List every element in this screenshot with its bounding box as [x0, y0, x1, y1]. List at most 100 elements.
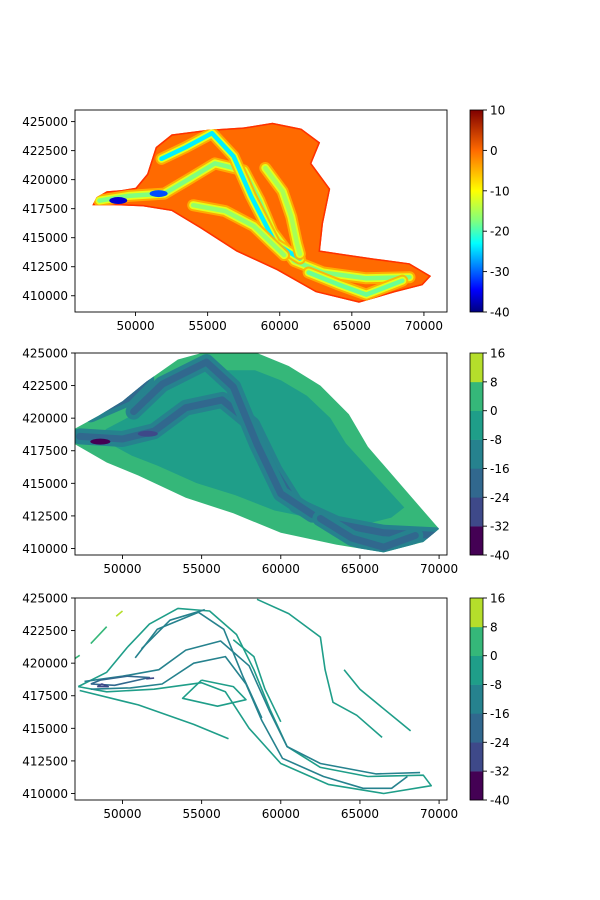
x-tick-label: 55000: [183, 807, 221, 821]
x-tick-label: 50000: [103, 807, 141, 821]
colorbar-tick-label: -32: [490, 765, 510, 779]
x-tick-label: 65000: [333, 319, 371, 333]
colorbar-tick-label: 0: [490, 649, 498, 663]
y-tick-label: 412500: [22, 509, 68, 523]
y-tick-label: 422500: [22, 624, 68, 638]
colorbar: -40 -30 -20 -10 0 10: [469, 104, 510, 320]
y-tick-label: 410000: [22, 289, 68, 303]
colorbar-band: [470, 353, 483, 383]
y-tick-label: 422500: [22, 144, 68, 158]
deep-spot-0: [109, 197, 128, 205]
axes-frame: [74, 109, 448, 313]
colorbar-tick-label: -16: [490, 462, 510, 476]
contour-line-3: [232, 639, 282, 723]
colorbar-tick-label: -24: [490, 491, 510, 505]
colorbar-band: [470, 497, 483, 527]
colorbar-tick-label: -40: [490, 549, 510, 563]
contour-line-1: [256, 598, 383, 739]
y-tick-label: 415000: [22, 477, 68, 491]
colorbar-tick-label: 8: [490, 620, 498, 634]
contour-line-4: [343, 669, 412, 732]
colorbar-tick-label: -32: [490, 520, 510, 534]
colorbar-tick-label: 8: [490, 375, 498, 389]
y-tick-label: 420000: [22, 412, 68, 426]
x-tick-label: 55000: [189, 319, 227, 333]
x-tick-label: 55000: [183, 562, 221, 576]
colorbar-band: [470, 526, 483, 556]
colorbar-band: [470, 468, 483, 498]
y-tick-label: 412500: [22, 260, 68, 274]
y-tick-label: 420000: [22, 173, 68, 187]
x-tick-label: 60000: [261, 319, 299, 333]
plot-area: [75, 598, 433, 795]
y-tick-label: 425000: [22, 592, 68, 606]
panel-1: 50000 55000 60000 65000 70000 410000 412500 415…: [22, 104, 509, 334]
axes-frame: [74, 597, 448, 801]
contour-line-12: [146, 677, 155, 680]
colorbar-tick-label: 16: [490, 592, 505, 606]
y-tick-label: 415000: [22, 231, 68, 245]
channel-4: [306, 270, 405, 297]
contour-line-11: [96, 683, 109, 688]
colorbar-band: [470, 626, 483, 657]
colorbar-band: [470, 381, 483, 412]
contour-line-2: [79, 689, 229, 740]
panel-2: 50000 55000 60000 65000 70000 410000 412500 415…: [22, 347, 509, 577]
contour-line-10: [90, 675, 151, 687]
x-tick-label: 60000: [262, 562, 300, 576]
y-tick-label: 425000: [22, 115, 68, 129]
x-tick-label: 50000: [103, 562, 141, 576]
contour-line-15: [115, 610, 124, 617]
channel-3: [263, 165, 303, 257]
colorbar: -40 -32 -24 -16 -8 0 8 16: [469, 592, 510, 808]
contour-line-5: [181, 679, 247, 708]
filled-contour-interior: [75, 354, 440, 553]
x-tick-label: 70000: [420, 562, 458, 576]
colorbar-tick-label: 16: [490, 347, 505, 361]
colorbar-tick-label: 0: [490, 144, 498, 158]
colorbar-tick-label: -16: [490, 707, 510, 721]
colorbar-tick-label: 10: [490, 104, 505, 118]
colorbar-tick-label: -8: [490, 433, 502, 447]
contour-line-0: [77, 607, 433, 795]
colorbar: -40 -32 -24 -16 -8 0 8 16: [469, 347, 510, 563]
colorbar-frame: [469, 352, 484, 556]
colorbar-gradient: [470, 110, 483, 312]
x-tick-label: 70000: [420, 807, 458, 821]
contour-line-6: [84, 640, 421, 775]
colorbar-band: [470, 742, 483, 772]
colorbar-band: [470, 655, 483, 685]
y-tick-label: 410000: [22, 787, 68, 801]
colorbar-tick-label: -8: [490, 678, 502, 692]
colorbar-band: [470, 439, 483, 469]
x-tick-label: 70000: [405, 319, 443, 333]
deep-spot-0: [90, 438, 111, 445]
contour-line-14: [75, 654, 81, 660]
axes-frame: [74, 352, 448, 556]
x-tick-label: 65000: [341, 562, 379, 576]
y-tick-label: 415000: [22, 722, 68, 736]
contour-line-13: [90, 626, 108, 645]
contour-line-8: [134, 611, 263, 719]
panels-layer: 50000 55000 60000 65000 70000 410000 412500 415…: [22, 104, 509, 822]
deep-spot-1: [149, 190, 168, 198]
x-tick-label: 65000: [341, 807, 379, 821]
colorbar-band: [470, 598, 483, 628]
colorbar-frame: [469, 109, 484, 313]
y-tick-label: 417500: [22, 689, 68, 703]
channel-1: [130, 358, 316, 519]
plot-area: [75, 353, 440, 553]
colorbar-tick-label: -40: [490, 306, 510, 320]
colorbar-band: [470, 410, 483, 440]
y-tick-label: 420000: [22, 657, 68, 671]
x-tick-label: 60000: [262, 807, 300, 821]
colorbar-band: [470, 713, 483, 743]
bathymetry-detail: [92, 122, 432, 303]
colorbar-tick-label: -30: [490, 265, 510, 279]
y-tick-label: 410000: [22, 542, 68, 556]
y-tick-label: 422500: [22, 379, 68, 393]
y-tick-label: 417500: [22, 202, 68, 216]
y-tick-label: 412500: [22, 754, 68, 768]
y-tick-label: 417500: [22, 444, 68, 458]
